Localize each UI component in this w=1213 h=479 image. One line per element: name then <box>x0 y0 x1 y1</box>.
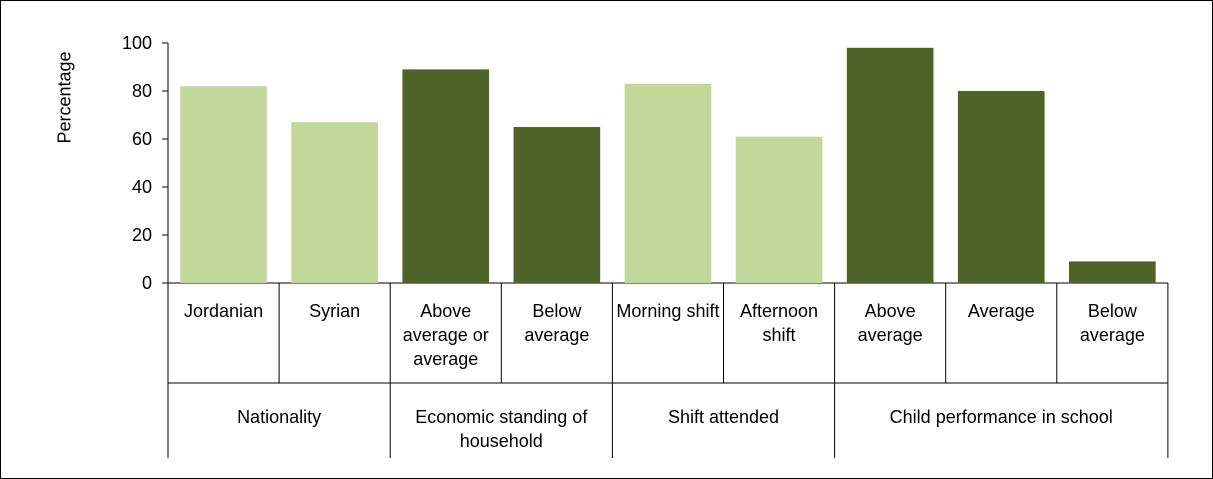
x-tick-label: Above average or average <box>402 301 489 369</box>
group-label: Shift attended <box>667 407 780 427</box>
bar <box>291 122 378 283</box>
bar <box>957 91 1045 283</box>
x-tick-label: Syrian <box>309 301 361 321</box>
bar <box>1069 261 1156 283</box>
bar <box>402 69 490 284</box>
x-tick-label: Morning shift <box>616 301 720 321</box>
x-tick-label: Below average <box>1079 301 1145 345</box>
group-label: Child performance in school <box>889 407 1113 427</box>
x-tick-label: Jordanian <box>184 301 264 321</box>
y-tick-label: 0 <box>141 273 152 293</box>
bar <box>513 127 601 283</box>
group-label: Economic standing of household <box>415 407 588 451</box>
y-tick-label: 100 <box>121 33 152 53</box>
y-tick-label: 40 <box>131 177 152 197</box>
bar <box>735 136 823 283</box>
y-axis-label: Percentage <box>54 50 75 144</box>
y-tick-label: 20 <box>131 225 152 245</box>
y-tick-label: 80 <box>131 81 152 101</box>
x-tick-label: Afternoon shift <box>740 301 819 345</box>
x-tick-label: Average <box>967 301 1035 321</box>
x-tick-label: Below average <box>524 301 590 345</box>
bar <box>846 47 934 283</box>
bar <box>180 86 267 283</box>
x-tick-label: Above average <box>857 301 923 345</box>
y-tick-label: 60 <box>131 129 152 149</box>
bar <box>624 83 712 283</box>
group-label: Nationality <box>237 407 322 427</box>
